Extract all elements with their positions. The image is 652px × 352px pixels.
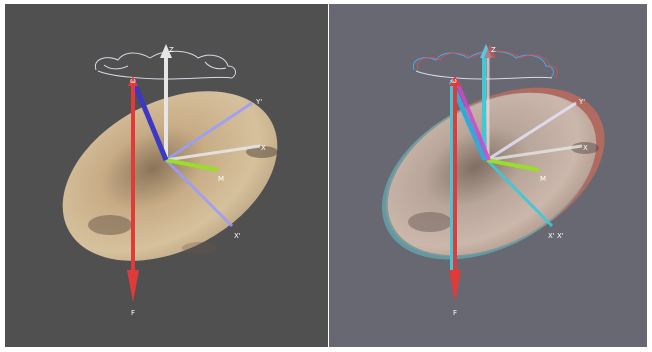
label-y-prime: Y' bbox=[255, 98, 262, 106]
x-prime-axis bbox=[164, 158, 234, 228]
label-m: M bbox=[218, 175, 224, 183]
label-m: M bbox=[540, 175, 546, 183]
left-panel: Z ω Y' X M X' F bbox=[5, 4, 328, 347]
label-f: F bbox=[131, 309, 135, 317]
label-omega: ω bbox=[451, 77, 457, 85]
m-axis bbox=[165, 158, 219, 172]
left-labels: Z ω Y' X M X' F bbox=[130, 46, 266, 317]
omega-axis bbox=[455, 81, 491, 161]
label-z: Z bbox=[169, 46, 174, 54]
force-arrow-tail bbox=[128, 76, 138, 86]
m-axis bbox=[486, 158, 540, 172]
label-x: X bbox=[261, 144, 266, 152]
right-axes bbox=[448, 44, 583, 302]
label-z: Z bbox=[491, 46, 496, 54]
x-prime-axis bbox=[485, 158, 554, 228]
label-f: F bbox=[453, 309, 457, 317]
label-y-prime: Y' bbox=[578, 98, 585, 106]
z-axis-arrowhead bbox=[160, 44, 172, 58]
label-x-prime: X' X' bbox=[548, 232, 564, 240]
label-omega: ω bbox=[130, 77, 136, 85]
right-panel: Z ω Y' X M X' X' F bbox=[329, 4, 647, 347]
force-arrowhead bbox=[127, 270, 139, 302]
y-prime-axis bbox=[165, 101, 253, 162]
y-prime-axis bbox=[486, 101, 577, 162]
x-axis bbox=[486, 144, 583, 162]
force-arrowhead bbox=[449, 270, 461, 302]
force-arrow-tail bbox=[449, 76, 461, 86]
label-x-prime: X' bbox=[234, 232, 241, 240]
left-axes bbox=[127, 44, 261, 302]
omega-axis bbox=[131, 81, 169, 161]
right-labels: Z ω Y' X M X' X' F bbox=[451, 46, 588, 317]
label-x: X bbox=[583, 144, 588, 152]
x-axis bbox=[165, 144, 261, 162]
